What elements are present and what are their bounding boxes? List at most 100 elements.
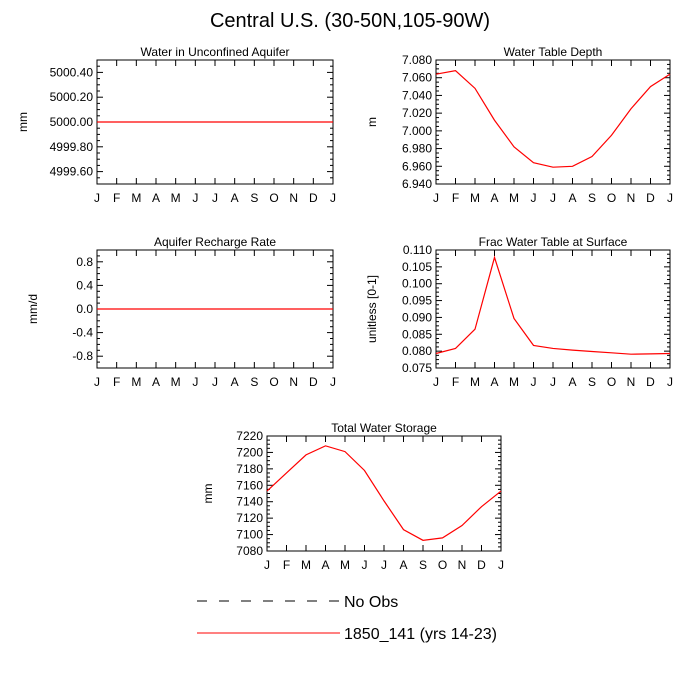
y-tick-label: 7.040 <box>402 88 432 102</box>
legend-label: No Obs <box>344 594 398 611</box>
y-tick-label: 7160 <box>236 478 263 492</box>
y-tick-label: 6.980 <box>402 142 432 156</box>
x-tick-label: A <box>152 375 160 389</box>
x-tick-label: S <box>588 375 596 389</box>
y-axis-label: mm <box>201 484 215 504</box>
y-tick-label: 7120 <box>236 511 263 525</box>
x-tick-label: A <box>568 375 576 389</box>
y-tick-label: 0.8 <box>76 255 93 269</box>
y-tick-label: 7.000 <box>402 124 432 138</box>
x-tick-label: M <box>509 375 519 389</box>
x-tick-label: M <box>171 375 181 389</box>
x-tick-label: F <box>283 558 290 572</box>
y-tick-label: 5000.00 <box>50 115 94 129</box>
y-tick-label: 7220 <box>236 429 263 443</box>
x-tick-label: N <box>289 191 298 205</box>
x-tick-label: J <box>667 375 673 389</box>
panel-title: Frac Water Table at Surface <box>479 235 628 249</box>
x-tick-label: F <box>113 375 120 389</box>
x-tick-label: D <box>646 191 655 205</box>
x-tick-label: S <box>588 191 596 205</box>
y-tick-label: 0.0 <box>76 302 93 316</box>
x-tick-label: J <box>550 191 556 205</box>
panel-title: Water Table Depth <box>504 45 603 59</box>
y-tick-label: 0.4 <box>76 278 93 292</box>
y-tick-label: 7200 <box>236 445 263 459</box>
series-line <box>266 445 502 541</box>
y-tick-label: 7080 <box>236 544 263 558</box>
y-tick-label: 0.110 <box>403 243 432 257</box>
x-tick-label: A <box>490 191 498 205</box>
y-tick-label: 0.080 <box>402 344 432 358</box>
x-tick-label: J <box>362 558 368 572</box>
x-tick-label: O <box>607 375 616 389</box>
plot-frame <box>266 435 502 552</box>
y-tick-label: 5000.40 <box>50 65 94 79</box>
x-tick-label: N <box>627 375 636 389</box>
x-tick-label: J <box>433 191 439 205</box>
y-tick-label: 0.105 <box>402 260 432 274</box>
legend-label: 1850_141 (yrs 14-23) <box>344 626 497 643</box>
y-tick-label: 0.100 <box>402 277 432 291</box>
x-tick-label: A <box>231 191 239 205</box>
x-tick-label: J <box>330 191 336 205</box>
x-tick-label: M <box>509 191 519 205</box>
series-line <box>435 255 671 355</box>
x-tick-label: A <box>490 375 498 389</box>
x-tick-label: J <box>192 191 198 205</box>
x-tick-label: A <box>568 191 576 205</box>
y-axis-label: mm/d <box>26 294 40 324</box>
x-tick-label: N <box>458 558 467 572</box>
y-tick-label: -0.8 <box>72 349 93 363</box>
y-tick-label: 0.090 <box>402 310 432 324</box>
x-tick-label: J <box>212 191 218 205</box>
x-tick-label: J <box>531 375 537 389</box>
y-tick-label: 7140 <box>236 495 263 509</box>
x-tick-label: O <box>269 375 278 389</box>
y-tick-label: -0.4 <box>72 326 93 340</box>
series-line <box>435 69 671 168</box>
x-tick-label: J <box>550 375 556 389</box>
x-tick-label: A <box>399 558 407 572</box>
y-tick-label: 7.060 <box>402 71 432 85</box>
x-tick-label: J <box>433 375 439 389</box>
x-tick-label: J <box>667 191 673 205</box>
panel-title: Total Water Storage <box>331 421 437 435</box>
legend: No Obs 1850_141 (yrs 14-23) <box>197 594 497 643</box>
x-tick-label: M <box>470 191 480 205</box>
x-tick-label: F <box>113 191 120 205</box>
x-tick-label: J <box>381 558 387 572</box>
plot-frame <box>435 59 671 185</box>
y-axis-label: m <box>365 117 379 127</box>
x-tick-label: M <box>470 375 480 389</box>
x-tick-label: J <box>212 375 218 389</box>
plot-frame <box>435 249 671 369</box>
y-axis-label: mm <box>16 112 30 132</box>
x-tick-label: S <box>419 558 427 572</box>
x-tick-label: F <box>452 375 459 389</box>
x-tick-label: D <box>477 558 486 572</box>
x-tick-label: D <box>309 375 318 389</box>
x-tick-label: A <box>231 375 239 389</box>
y-tick-label: 7180 <box>236 462 263 476</box>
x-tick-label: N <box>289 375 298 389</box>
x-tick-label: O <box>269 191 278 205</box>
y-tick-label: 7100 <box>236 528 263 542</box>
panel-title: Aquifer Recharge Rate <box>154 235 276 249</box>
x-tick-label: D <box>309 191 318 205</box>
y-tick-label: 6.940 <box>402 177 432 191</box>
x-tick-label: A <box>152 191 160 205</box>
x-tick-label: J <box>94 191 100 205</box>
x-tick-label: M <box>340 558 350 572</box>
y-axis-label: unitless [0-1] <box>365 275 379 343</box>
y-tick-label: 0.095 <box>402 294 432 308</box>
figure-title: Central U.S. (30-50N,105-90W) <box>209 10 491 32</box>
y-tick-label: 7.080 <box>402 53 432 67</box>
x-tick-label: J <box>330 375 336 389</box>
y-tick-label: 4999.80 <box>50 140 94 154</box>
